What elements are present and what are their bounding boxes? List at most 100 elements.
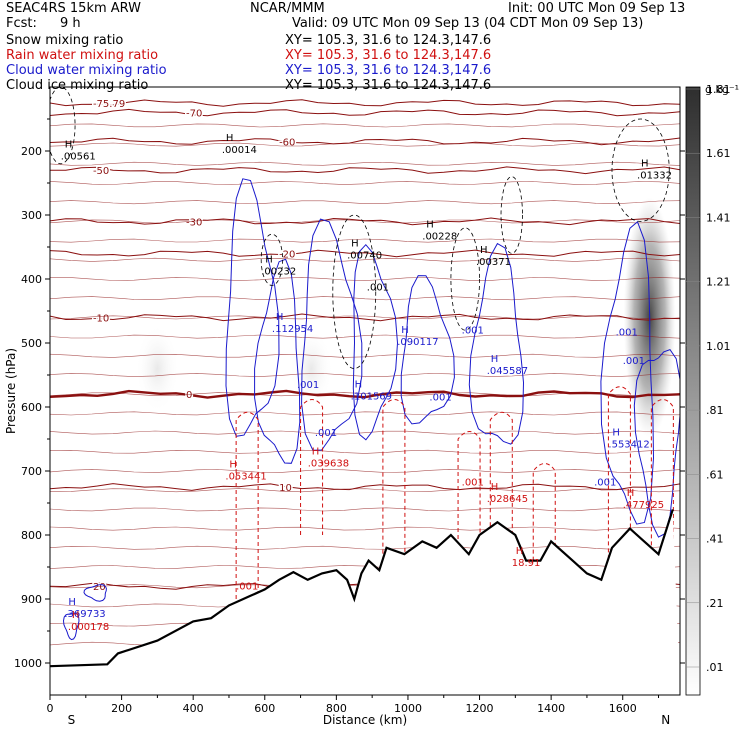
endpoint-label-north: N [661, 713, 670, 727]
max-value-label: .090117 [397, 337, 438, 348]
colorbar [685, 86, 701, 696]
temperature-contour-label: -60 [279, 137, 295, 148]
y-tick-label: 1000 [14, 657, 42, 670]
cloud-ice-contour [611, 118, 670, 222]
x-tick-label: 1600 [609, 702, 637, 715]
y-tick-label: 300 [21, 209, 42, 222]
temperature-contour-label: -75.79 [93, 99, 125, 110]
temperature-contour [50, 249, 680, 258]
plot-frame [49, 86, 681, 696]
temperature-contour-minor [50, 526, 680, 531]
temperature-contour-minor [50, 430, 680, 435]
temperature-contour-minor [50, 296, 680, 301]
colorbar-label: .01 [706, 661, 724, 674]
x-tick-label: 800 [326, 702, 347, 715]
max-marker: H [516, 546, 524, 557]
temperature-contour-label: 10 [279, 483, 292, 494]
max-value-label: .101569 [351, 391, 392, 402]
temperature-contour [50, 137, 680, 146]
temperature-contour-minor [50, 257, 680, 262]
max-marker: H [491, 354, 499, 365]
max-value-label: .112954 [272, 324, 313, 335]
max-marker: H [355, 379, 363, 390]
model-title: SEAC4RS 15km ARW [6, 1, 142, 16]
field-rain-xy: XY= 105.3, 31.6 to 124.3,147.6 [285, 48, 492, 63]
rain-contour [382, 399, 406, 561]
y-tick-label: 400 [21, 273, 42, 286]
y-tick-label: 500 [21, 337, 42, 350]
temperature-contour-label: 0 [186, 390, 192, 401]
colorbar-label: 1.21 [706, 276, 731, 289]
max-value-label: .553412 [608, 439, 649, 450]
temperature-contour-minor [50, 392, 680, 397]
min-value-label: .001 [616, 327, 638, 338]
temperature-contour [50, 166, 680, 175]
temperature-contour-minor [50, 373, 680, 377]
temperature-contour-label: -30 [186, 217, 202, 228]
cloud-water-contour [62, 612, 80, 641]
rain-contour [235, 411, 259, 599]
max-value-label: 18.91 [512, 558, 541, 569]
cloud-water-contour [352, 243, 399, 441]
min-value-label: .001 [236, 581, 258, 592]
rain-contour [457, 431, 481, 567]
max-value-label: .00232 [261, 267, 296, 278]
x-tick-label: 1000 [394, 702, 422, 715]
max-value-label: .000178 [68, 622, 109, 633]
field-cloudice-name: Cloud ice mixing ratio [6, 78, 149, 93]
cloud-water-contour [468, 242, 525, 445]
max-marker: H [491, 482, 499, 493]
snow-shading-light [289, 328, 334, 409]
field-rain-name: Rain water mixing ratio [6, 48, 159, 63]
plot-area: -75.79-70-60-50-30-20-1001020H.00561H.00… [50, 87, 680, 695]
max-marker: H [276, 312, 284, 323]
x-tick-label: 1400 [537, 702, 565, 715]
max-marker: H [627, 488, 635, 499]
max-value-label: .00228 [422, 231, 457, 242]
max-value-label: .053441 [225, 471, 266, 482]
temperature-contour-minor [50, 411, 680, 416]
max-value-label: .477925 [623, 500, 664, 511]
min-value-label: .001 [462, 325, 484, 336]
cloud-water-contour [301, 218, 363, 451]
temperature-contour [50, 389, 680, 399]
max-value-label: .01332 [637, 171, 672, 182]
y-tick-label: 900 [21, 593, 42, 606]
temperature-contour [50, 108, 680, 117]
x-tick-label: 1200 [466, 702, 494, 715]
max-marker: H [612, 427, 620, 438]
field-cloudwater-name: Cloud water mixing ratio [6, 63, 167, 78]
min-value-label: .001 [315, 428, 337, 439]
fcst-label: Fcst: [6, 16, 37, 31]
temperature-contour-label: -50 [93, 166, 109, 177]
temperature-contour-minor [50, 469, 680, 473]
max-marker: H [426, 219, 434, 230]
cloud-water-contour [83, 584, 107, 602]
max-value-label: .00371 [476, 257, 511, 268]
min-value-label: .001 [594, 478, 616, 489]
min-value-label: .001 [429, 393, 451, 404]
cloud-water-contour [600, 220, 655, 525]
max-marker: H [312, 447, 320, 458]
temperature-contour-minor [50, 219, 680, 224]
temperature-contour-label: 20 [93, 582, 106, 593]
colorbar-label: 1.41 [706, 211, 731, 224]
field-cloudwater-xy: XY= 105.3, 31.6 to 124.3,147.6 [285, 63, 492, 78]
temperature-contour-minor [50, 181, 680, 185]
endpoint-label-south: S [68, 713, 76, 727]
max-value-label: .039638 [308, 459, 349, 470]
temperature-contour-minor [50, 238, 680, 243]
y-tick-label: 800 [21, 529, 42, 542]
temperature-contour-minor [50, 161, 680, 166]
colorbar-label: 1.81 [706, 83, 731, 96]
max-marker: H [265, 255, 273, 266]
min-value-label: .001 [297, 380, 319, 391]
cloud-ice-contour [332, 214, 377, 369]
cloud-ice-contour [450, 227, 480, 331]
max-marker: H [351, 239, 359, 250]
x-tick-label: 600 [254, 702, 275, 715]
max-marker: H [72, 610, 80, 621]
max-value-label: .369733 [64, 609, 105, 620]
colorbar-label: .61 [706, 468, 724, 481]
cloud-ice-contour [260, 233, 284, 286]
